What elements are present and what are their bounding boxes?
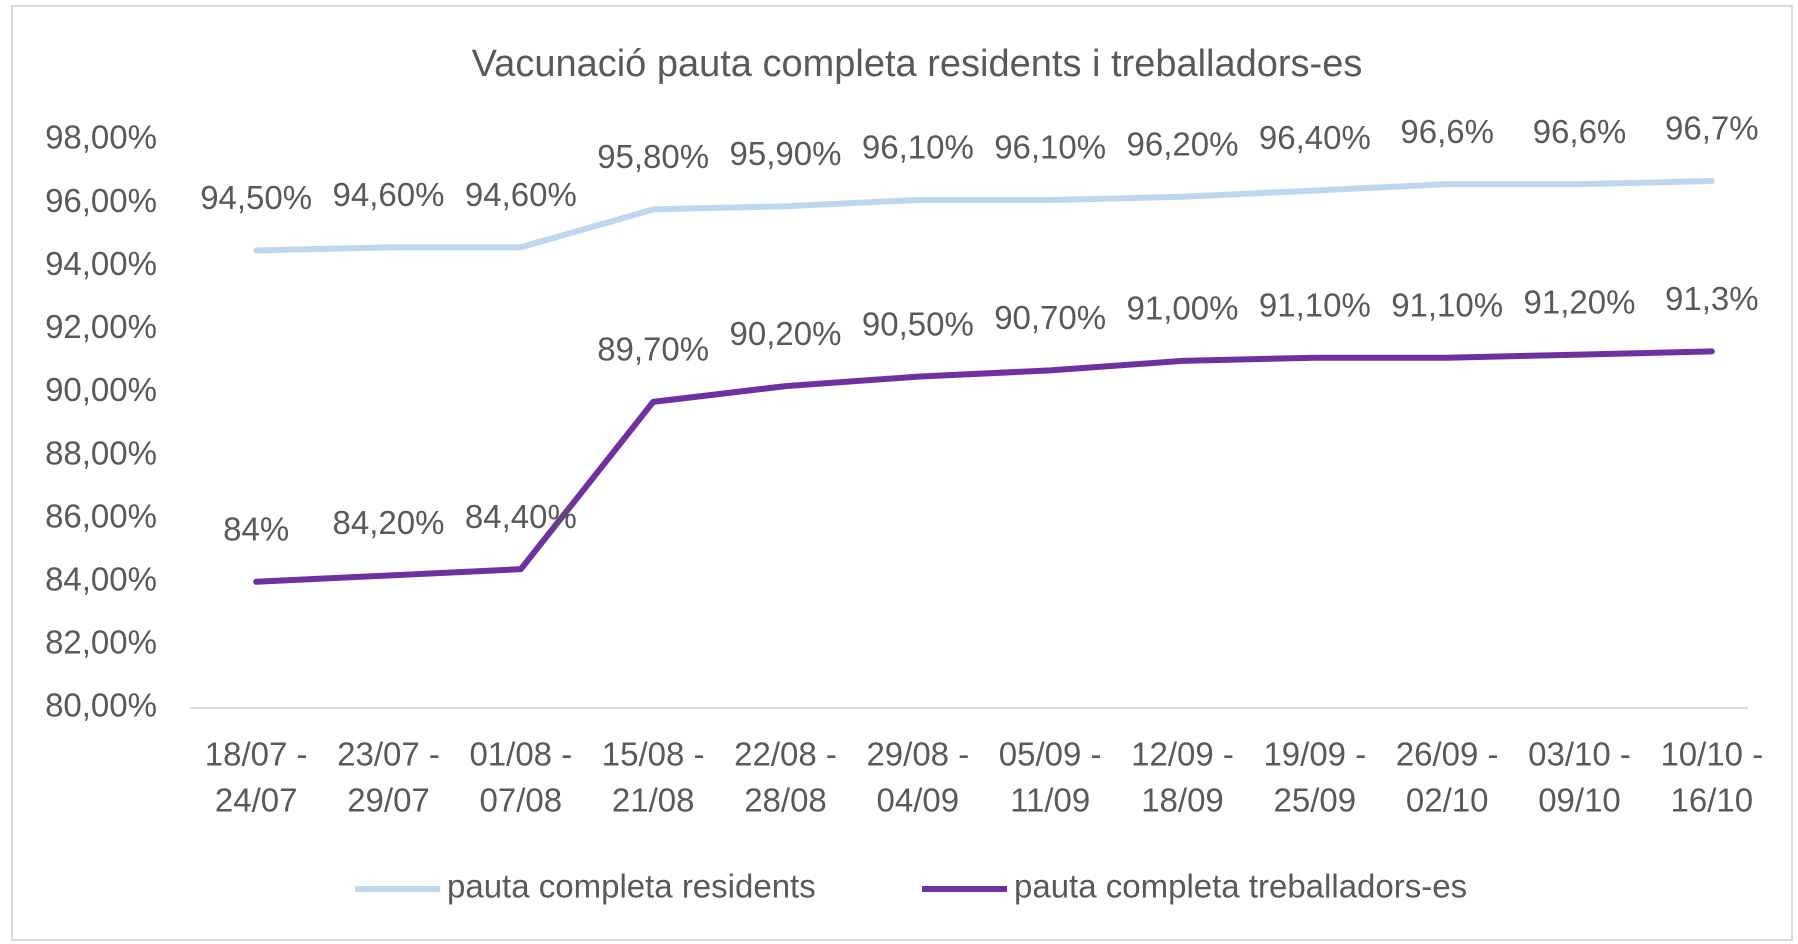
data-label: 96,10%: [994, 129, 1106, 166]
series-line: [253, 178, 1715, 254]
x-tick-label: 15/08 -: [602, 736, 705, 773]
x-tick-label: 18/09: [1141, 782, 1224, 819]
x-tick-label: 03/10 -: [1528, 736, 1631, 773]
x-tick-label: 25/09: [1274, 782, 1357, 819]
x-tick-label: 07/08: [480, 782, 563, 819]
x-tick-label: 05/09 -: [999, 736, 1102, 773]
y-tick-label: 82,00%: [45, 624, 157, 661]
x-tick-label: 24/07: [215, 782, 298, 819]
data-label: 96,6%: [1400, 113, 1494, 150]
data-label: 84,20%: [333, 504, 445, 541]
x-tick-label: 12/09 -: [1131, 736, 1234, 773]
y-tick-label: 96,00%: [45, 182, 157, 219]
chart-title: Vacunació pauta completa residents i tre…: [472, 43, 1363, 85]
x-tick-label: 01/08 -: [469, 736, 572, 773]
data-label: 95,90%: [730, 135, 842, 172]
data-label: 94,60%: [465, 176, 577, 213]
x-tick-label: 11/09: [1010, 782, 1090, 819]
data-label: 91,10%: [1391, 286, 1503, 323]
data-label: 84,40%: [465, 498, 577, 535]
y-tick-label: 94,00%: [45, 245, 157, 282]
data-label: 91,20%: [1524, 283, 1636, 320]
chart-border: [11, 5, 1793, 941]
x-tick-label: 18/07 -: [205, 736, 308, 773]
data-label: 96,7%: [1665, 110, 1759, 147]
y-tick-label: 84,00%: [45, 560, 157, 597]
series-line: [253, 348, 1715, 585]
x-tick-label: 16/10: [1671, 782, 1754, 819]
x-tick-label: 29/07: [347, 782, 430, 819]
y-tick-label: 86,00%: [45, 497, 157, 534]
data-label: 96,10%: [862, 129, 974, 166]
data-label: 90,20%: [730, 315, 842, 352]
x-tick-label: 22/08 -: [734, 736, 837, 773]
x-tick-label: 04/09: [877, 782, 960, 819]
data-label: 91,3%: [1665, 280, 1759, 317]
x-tick-label: 02/10: [1406, 782, 1489, 819]
x-tick-label: 21/08: [612, 782, 695, 819]
y-tick-label: 90,00%: [45, 371, 157, 408]
x-tick-label: 29/08 -: [866, 736, 969, 773]
data-label: 95,80%: [597, 138, 709, 175]
data-label: 96,6%: [1533, 113, 1627, 150]
data-label: 96,20%: [1127, 126, 1239, 163]
legend-label: pauta completa treballadors-es: [1014, 868, 1467, 905]
data-label: 91,10%: [1259, 286, 1371, 323]
x-tick-label: 19/09 -: [1263, 736, 1366, 773]
data-label: 94,50%: [200, 179, 312, 216]
data-label: 90,50%: [862, 305, 974, 342]
x-tick-label: 26/09 -: [1396, 736, 1499, 773]
x-tick-label: 23/07 -: [337, 736, 440, 773]
y-tick-label: 92,00%: [45, 308, 157, 345]
x-tick-label: 09/10: [1538, 782, 1621, 819]
x-tick-label: 10/10 -: [1660, 736, 1763, 773]
data-label: 94,60%: [333, 176, 445, 213]
data-label: 91,00%: [1127, 290, 1239, 327]
y-tick-label: 88,00%: [45, 434, 157, 471]
x-tick-label: 28/08: [744, 782, 827, 819]
data-label: 89,70%: [597, 331, 709, 368]
y-tick-label: 98,00%: [45, 119, 157, 156]
data-label: 90,70%: [994, 299, 1106, 336]
y-tick-label: 80,00%: [45, 687, 157, 724]
legend-label: pauta completa residents: [447, 868, 816, 905]
data-label: 84%: [223, 510, 289, 547]
data-label: 96,40%: [1259, 119, 1371, 156]
